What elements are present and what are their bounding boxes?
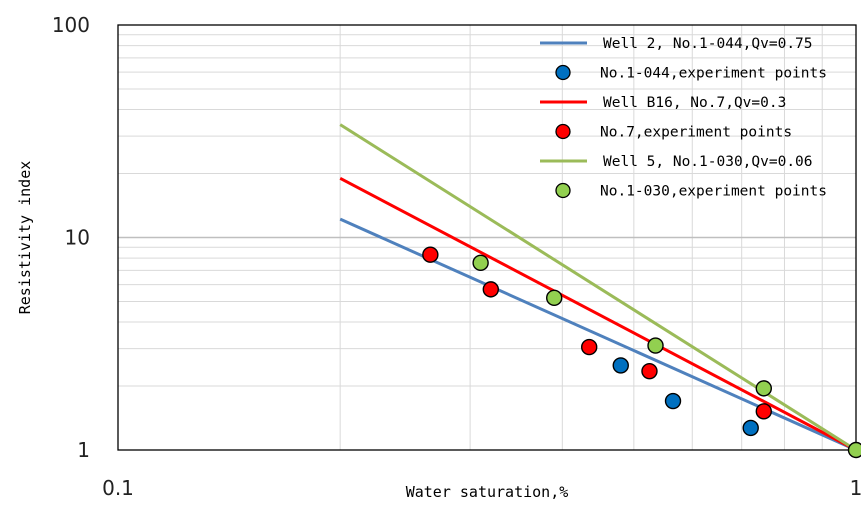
x-tick-label: 1 bbox=[850, 476, 861, 500]
legend-label: Well B16, No.7,Qv=0.3 bbox=[603, 95, 786, 111]
series-line bbox=[339, 123, 857, 452]
data-point bbox=[482, 281, 500, 298]
y-tick-label: 10 bbox=[65, 226, 90, 250]
data-point bbox=[546, 289, 563, 307]
data-point bbox=[472, 254, 489, 272]
data-point bbox=[664, 392, 682, 410]
y-tick-label: 1 bbox=[77, 438, 90, 462]
y-axis-title: Resistivity index bbox=[16, 161, 34, 315]
legend-label: Well 2, No.1-044,Qv=0.75 bbox=[603, 36, 813, 52]
series-line bbox=[339, 217, 857, 452]
data-point bbox=[755, 380, 772, 397]
x-tick-label: 0.1 bbox=[102, 476, 134, 500]
data-point bbox=[755, 403, 772, 420]
x-axis-title: Water saturation,% bbox=[406, 483, 569, 501]
tick-labels: 1 10 100 0.1 1 bbox=[52, 13, 861, 500]
data-point bbox=[742, 419, 759, 437]
data-point bbox=[641, 362, 658, 380]
legend: Well 2, No.1-044,Qv=0.75 No.1-044,experim… bbox=[540, 36, 827, 200]
data-point bbox=[847, 441, 861, 459]
series-line bbox=[339, 176, 857, 452]
legend-label: No.1-030,experiment points bbox=[600, 184, 827, 200]
legend-label: Well 5, No.1-030,Qv=0.06 bbox=[603, 154, 813, 170]
legend-label: No.1-044,experiment points bbox=[600, 66, 827, 82]
legend-marker-swatch bbox=[555, 64, 571, 81]
data-point bbox=[647, 337, 664, 354]
legend-label: No.7,experiment points bbox=[600, 125, 792, 141]
data-point bbox=[581, 338, 598, 356]
plot-frame bbox=[117, 24, 857, 451]
y-tick-label: 100 bbox=[52, 13, 90, 37]
grid bbox=[118, 25, 856, 450]
data-point bbox=[422, 246, 439, 263]
series-points bbox=[422, 246, 861, 459]
data-point bbox=[612, 357, 629, 374]
legend-marker-swatch bbox=[555, 182, 571, 199]
legend-marker-swatch bbox=[555, 123, 571, 140]
